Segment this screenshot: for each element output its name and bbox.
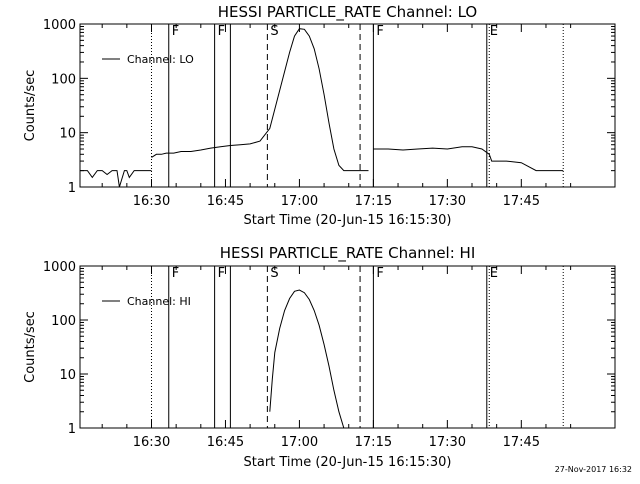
event-marker-label: E <box>490 24 498 39</box>
x-axis-label: Start Time (20-Jun-15 16:15:30) <box>244 455 452 470</box>
x-tick-label: 17:45 <box>503 435 540 450</box>
plot-frame <box>79 265 616 429</box>
series-line <box>373 146 564 172</box>
x-tick-label: 16:45 <box>207 194 244 209</box>
x-tick-label: 17:30 <box>429 435 466 450</box>
y-axis-label: Counts/sec <box>23 311 38 383</box>
footer-timestamp: 27-Nov-2017 16:32 <box>554 465 632 474</box>
x-tick-label: 17:15 <box>355 435 392 450</box>
y-tick-label: 1 <box>68 181 76 196</box>
event-marker-label: F <box>376 24 383 39</box>
series-line <box>269 289 345 429</box>
y-tick-label: 10 <box>59 127 76 142</box>
y-tick-label: 100 <box>51 72 76 87</box>
event-marker-label: F <box>172 24 179 39</box>
series-line <box>151 28 369 172</box>
event-marker-label: E <box>490 266 498 281</box>
chart-title: HESSI PARTICLE_RATE Channel: HI <box>220 244 476 263</box>
event-marker-label: F <box>376 266 383 281</box>
event-marker-label: F <box>218 266 225 281</box>
event-marker-label: S <box>270 266 278 281</box>
y-tick-label: 1000 <box>43 260 76 275</box>
event-marker-label: F <box>172 266 179 281</box>
y-tick-label: 10 <box>59 368 76 383</box>
x-tick-label: 16:45 <box>207 435 244 450</box>
y-tick-label: 1 <box>68 422 76 437</box>
y-tick-label: 100 <box>51 314 76 329</box>
x-tick-label: 17:00 <box>281 194 318 209</box>
x-tick-label: 17:45 <box>503 194 540 209</box>
y-tick-label: 1000 <box>43 18 76 33</box>
x-tick-label: 16:30 <box>133 435 170 450</box>
y-axis-label: Counts/sec <box>23 70 38 142</box>
plot-frame <box>79 23 616 188</box>
event-marker-label: F <box>218 24 225 39</box>
x-tick-label: 17:00 <box>281 435 318 450</box>
chart-title: HESSI PARTICLE_RATE Channel: LO <box>218 3 477 22</box>
x-axis-label: Start Time (20-Jun-15 16:15:30) <box>244 213 452 228</box>
legend-label: Channel: HI <box>127 295 191 308</box>
event-marker-label: S <box>270 24 278 39</box>
x-tick-label: 17:30 <box>429 194 466 209</box>
x-tick-label: 16:30 <box>133 194 170 209</box>
x-tick-label: 17:15 <box>355 194 392 209</box>
legend-label: Channel: LO <box>127 53 194 66</box>
series-line <box>80 170 152 188</box>
